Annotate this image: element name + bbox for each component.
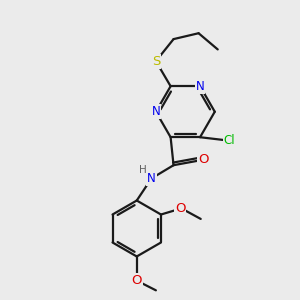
Text: N: N xyxy=(147,172,156,185)
Text: H: H xyxy=(140,165,147,175)
Text: O: O xyxy=(198,153,209,166)
Text: O: O xyxy=(175,202,185,215)
Text: S: S xyxy=(152,55,160,68)
Text: N: N xyxy=(196,80,204,93)
Text: O: O xyxy=(131,274,142,287)
Text: Cl: Cl xyxy=(224,134,235,147)
Text: N: N xyxy=(152,105,160,118)
